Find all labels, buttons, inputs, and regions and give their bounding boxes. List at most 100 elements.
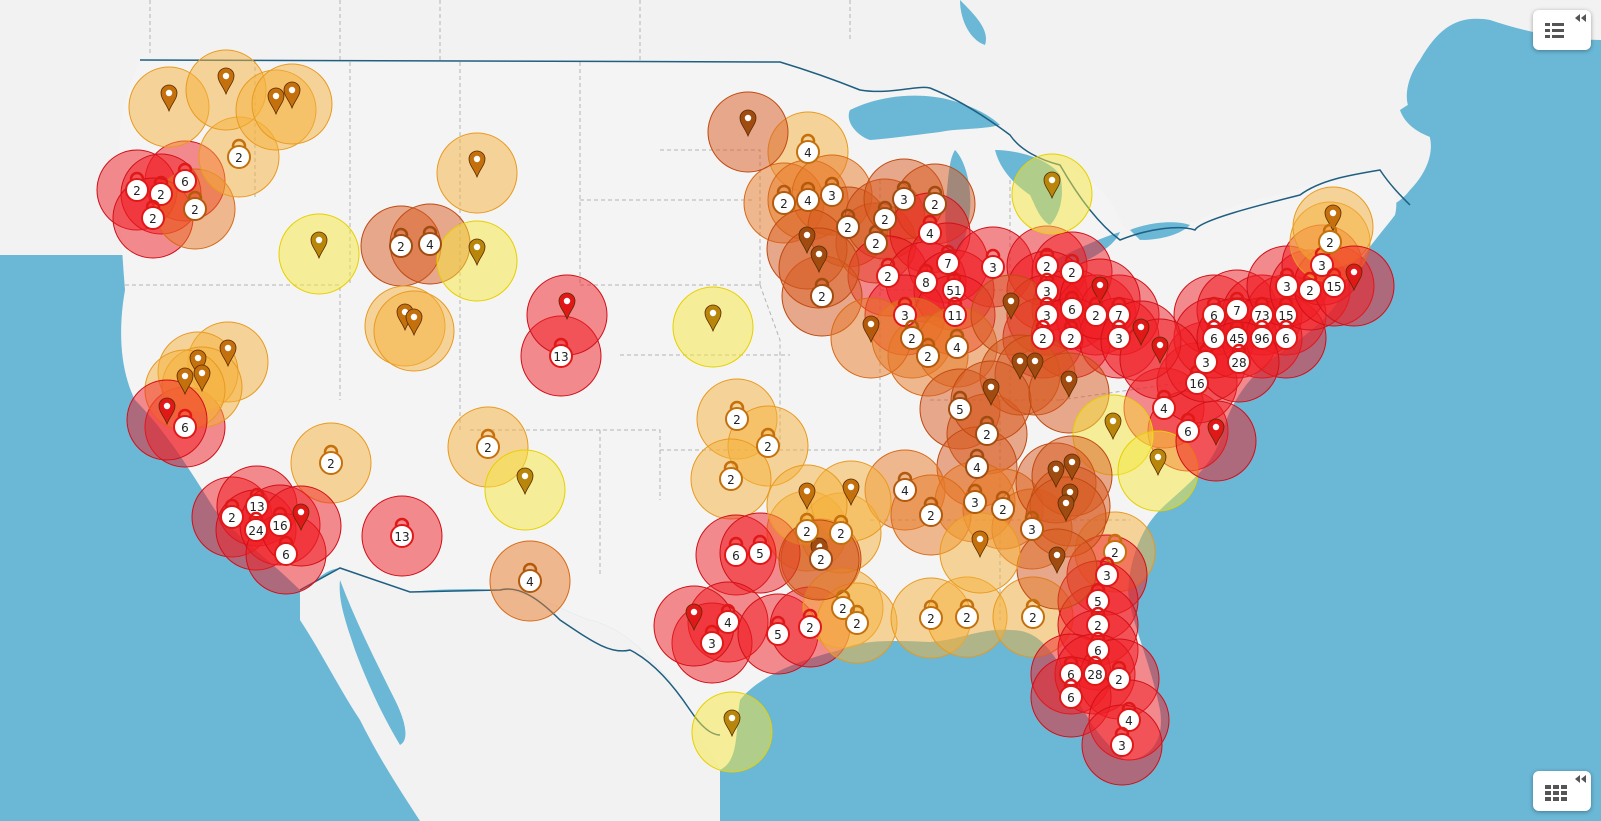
cluster-marker[interactable]: 3 <box>1035 272 1059 303</box>
map-pin-icon[interactable] <box>176 367 194 396</box>
cluster-marker[interactable]: 6 <box>1274 319 1298 350</box>
cluster-marker[interactable]: 6 <box>173 408 197 439</box>
cluster-marker[interactable]: 4 <box>945 328 969 359</box>
map-pin-icon[interactable] <box>798 226 816 255</box>
map-pin-icon[interactable] <box>1047 460 1065 489</box>
cluster-marker[interactable]: 16 <box>268 506 292 537</box>
cluster-marker[interactable]: 4 <box>893 471 917 502</box>
cluster-marker[interactable]: 5 <box>766 615 790 646</box>
cluster-marker[interactable]: 6 <box>274 535 298 566</box>
cluster-marker[interactable]: 5 <box>948 390 972 421</box>
cluster-marker[interactable]: 45 <box>1225 319 1249 350</box>
map-pin-icon[interactable] <box>739 109 757 138</box>
cluster-marker[interactable]: 2 <box>798 608 822 639</box>
map-pin-icon[interactable] <box>1132 318 1150 347</box>
cluster-marker[interactable]: 15 <box>1322 267 1346 298</box>
cluster-marker[interactable]: 6 <box>1059 655 1083 686</box>
cluster-marker[interactable]: 2 <box>955 598 979 629</box>
cluster-marker[interactable]: 3 <box>700 624 724 655</box>
cluster-marker[interactable]: 3 <box>981 248 1005 279</box>
cluster-marker[interactable]: 2 <box>900 319 924 350</box>
map-pin-icon[interactable] <box>704 304 722 333</box>
map-pin-icon[interactable] <box>193 364 211 393</box>
cluster-marker[interactable]: 2 <box>829 514 853 545</box>
cluster-marker[interactable]: 4 <box>918 214 942 245</box>
cluster-marker[interactable]: 5 <box>748 534 772 565</box>
map-pin-icon[interactable] <box>798 482 816 511</box>
map-pin-icon[interactable] <box>842 478 860 507</box>
cluster-marker[interactable]: 4 <box>796 133 820 164</box>
cluster-marker[interactable]: 2 <box>476 428 500 459</box>
map-pin-icon[interactable] <box>267 87 285 116</box>
cluster-marker[interactable]: 2 <box>1107 660 1131 691</box>
cluster-marker[interactable]: 2 <box>756 427 780 458</box>
cluster-marker[interactable]: 7 <box>1225 291 1249 322</box>
map-pin-icon[interactable] <box>217 67 235 96</box>
cluster-marker[interactable]: 6 <box>1176 412 1200 443</box>
cluster-marker[interactable]: 6 <box>173 162 197 193</box>
cluster-marker[interactable]: 4 <box>1152 389 1176 420</box>
cluster-marker[interactable]: 4 <box>518 562 542 593</box>
cluster-marker[interactable]: 15 <box>1274 296 1298 327</box>
map-pin-icon[interactable] <box>1151 336 1169 365</box>
cluster-marker[interactable]: 3 <box>1107 319 1131 350</box>
map-pin-icon[interactable] <box>1057 494 1075 523</box>
cluster-marker[interactable]: 28 <box>1083 655 1107 686</box>
cluster-marker[interactable]: 2 <box>836 208 860 239</box>
map-pin-icon[interactable] <box>1060 370 1078 399</box>
map-pin-icon[interactable] <box>1043 171 1061 200</box>
cluster-marker[interactable]: 6 <box>1086 631 1110 662</box>
cluster-marker[interactable]: 2 <box>1035 247 1059 278</box>
cluster-marker[interactable]: 11 <box>943 296 967 327</box>
cluster-marker[interactable]: 2 <box>1060 253 1084 284</box>
cluster-marker[interactable]: 6 <box>1202 319 1226 350</box>
cluster-marker[interactable]: 4 <box>1117 701 1141 732</box>
cluster-marker[interactable]: 2 <box>725 400 749 431</box>
cluster-marker[interactable]: 3 <box>1020 510 1044 541</box>
map-pin-icon[interactable] <box>1002 292 1020 321</box>
map-pin-icon[interactable] <box>1149 448 1167 477</box>
cluster-marker[interactable]: 2 <box>991 490 1015 521</box>
cluster-marker[interactable]: 2 <box>919 496 943 527</box>
cluster-marker[interactable]: 2 <box>183 190 207 221</box>
map-pin-icon[interactable] <box>219 339 237 368</box>
map-pin-icon[interactable] <box>292 503 310 532</box>
map-pin-icon[interactable] <box>1026 352 1044 381</box>
cluster-marker[interactable]: 2 <box>149 175 173 206</box>
cluster-marker[interactable]: 6 <box>1060 290 1084 321</box>
cluster-marker[interactable]: 2 <box>1021 598 1045 629</box>
cluster-marker[interactable]: 2 <box>389 227 413 258</box>
cluster-marker[interactable]: 13 <box>390 517 414 548</box>
cluster-marker[interactable]: 7 <box>936 244 960 275</box>
cluster-marker[interactable]: 5 <box>1086 582 1110 613</box>
cluster-marker[interactable]: 2 <box>220 498 244 529</box>
map-pin-icon[interactable] <box>810 245 828 274</box>
cluster-marker[interactable]: 3 <box>1035 296 1059 327</box>
cluster-marker[interactable]: 2 <box>125 171 149 202</box>
cluster-marker[interactable]: 3 <box>1310 246 1334 277</box>
cluster-marker[interactable]: 4 <box>796 181 820 212</box>
cluster-marker[interactable]: 2 <box>873 200 897 231</box>
cluster-marker[interactable]: 2 <box>1103 533 1127 564</box>
map-pin-icon[interactable] <box>982 378 1000 407</box>
cluster-marker[interactable]: 2 <box>1059 319 1083 350</box>
cluster-marker[interactable]: 2 <box>719 460 743 491</box>
cluster-marker[interactable]: 4 <box>418 225 442 256</box>
cluster-marker[interactable]: 51 <box>942 271 966 302</box>
map-pin-icon[interactable] <box>1011 352 1029 381</box>
map-pin-icon[interactable] <box>1324 204 1342 233</box>
map-pin-icon[interactable] <box>1063 453 1081 482</box>
cluster-marker[interactable]: 2 <box>1298 271 1322 302</box>
map-pin-icon[interactable] <box>160 84 178 113</box>
cluster-marker[interactable]: 2 <box>809 540 833 571</box>
cluster-marker[interactable]: 2 <box>923 185 947 216</box>
cluster-marker[interactable]: 28 <box>1227 343 1251 374</box>
cluster-marker[interactable]: 73 <box>1250 296 1274 327</box>
cluster-marker[interactable]: 3 <box>1095 556 1119 587</box>
cluster-marker[interactable]: 2 <box>810 277 834 308</box>
map-pin-icon[interactable] <box>1207 418 1225 447</box>
cluster-marker[interactable]: 3 <box>1275 267 1299 298</box>
double-chevron-left-icon[interactable] <box>1575 14 1586 22</box>
cluster-marker[interactable]: 2 <box>1031 319 1055 350</box>
